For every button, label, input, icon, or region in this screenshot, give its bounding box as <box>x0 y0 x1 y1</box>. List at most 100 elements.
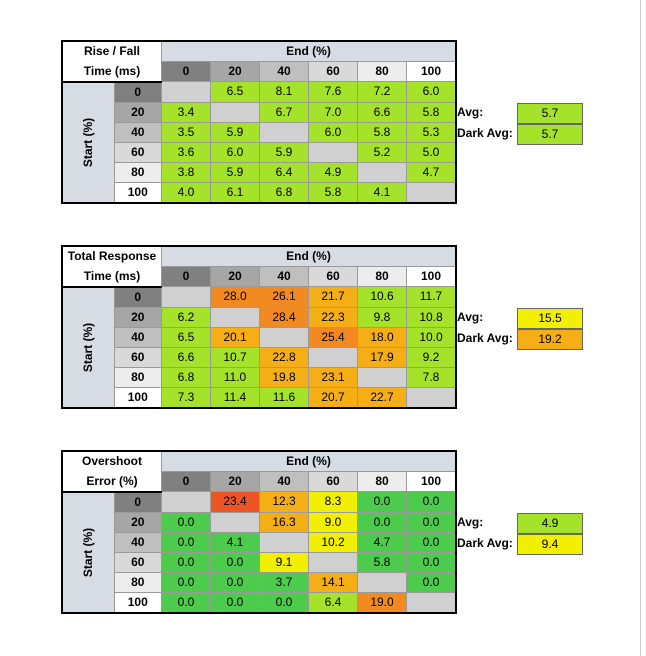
heatmap-cell: 19.0 <box>357 591 407 614</box>
row-header-start-60: 60 <box>113 141 163 163</box>
heatmap-cell: 0.0 <box>406 551 457 573</box>
heatmap-cell: 0.0 <box>210 551 260 573</box>
row-header-start-20: 20 <box>113 101 163 123</box>
chart-title-line2: Error (%) <box>61 471 162 493</box>
heatmap-cell: 6.4 <box>308 591 358 614</box>
column-header-end-100: 100 <box>406 471 457 492</box>
column-header-end-20: 20 <box>210 266 260 287</box>
column-header-end-0: 0 <box>161 61 211 82</box>
heatmap-cell: 0.0 <box>357 511 407 533</box>
end-axis-label: End (%) <box>161 450 457 472</box>
chart-title-line2: Time (ms) <box>61 266 162 288</box>
end-axis-label: End (%) <box>161 245 457 267</box>
heatmap-cell: 5.8 <box>308 181 358 204</box>
heatmap-cell: 23.4 <box>210 491 260 513</box>
heatmap-cell: 6.0 <box>406 81 457 103</box>
heatmap-cell: 26.1 <box>259 286 309 308</box>
heatmap-cell: 5.2 <box>357 141 407 163</box>
dark-avg-value: 9.4 <box>517 534 583 555</box>
row-header-start-40: 40 <box>113 121 163 143</box>
column-header-end-40: 40 <box>259 266 309 287</box>
row-header-start-40: 40 <box>113 531 163 553</box>
heatmap-cell: 5.8 <box>406 101 457 123</box>
heatmap-cell: 8.3 <box>308 491 358 513</box>
heatmap-cell <box>406 591 457 614</box>
heatmap-cell: 22.3 <box>308 306 358 328</box>
heatmap-cell: 0.0 <box>259 591 309 614</box>
heatmap-cell: 10.7 <box>210 346 260 368</box>
heatmap-cell: 0.0 <box>161 591 211 614</box>
column-header-end-0: 0 <box>161 471 211 492</box>
dark-avg-label: Dark Avg: <box>457 126 513 140</box>
heatmap-cell: 0.0 <box>406 491 457 513</box>
row-header-start-60: 60 <box>113 551 163 573</box>
heatmap-cell: 0.0 <box>161 531 211 553</box>
heatmap-cell: 22.7 <box>357 386 407 409</box>
heatmap-cell: 5.9 <box>210 161 260 183</box>
heatmap-cell: 28.4 <box>259 306 309 328</box>
heatmap-cell: 23.1 <box>308 366 358 388</box>
column-header-end-80: 80 <box>357 266 407 287</box>
heatmap-cell: 0.0 <box>161 511 211 533</box>
heatmap-cell <box>210 511 260 533</box>
heatmap-cell: 5.9 <box>259 141 309 163</box>
heatmap-cell: 0.0 <box>210 571 260 593</box>
column-header-end-80: 80 <box>357 61 407 82</box>
column-header-end-20: 20 <box>210 471 260 492</box>
heatmap-cell: 6.1 <box>210 181 260 204</box>
heatmap-cell <box>259 121 309 143</box>
avg-value: 4.9 <box>517 513 583 534</box>
heatmap-cell: 10.0 <box>406 326 457 348</box>
row-header-start-40: 40 <box>113 326 163 348</box>
heatmap-cell: 3.8 <box>161 161 211 183</box>
heatmap-cell: 0.0 <box>357 491 407 513</box>
overshoot-error-table: Overshoot End (%) Error (%) 0 20 40 60 80 100 Sta… <box>60 450 457 614</box>
start-axis-label: Start (%) <box>80 117 95 167</box>
heatmap-cell: 4.7 <box>357 531 407 553</box>
column-header-end-20: 20 <box>210 61 260 82</box>
start-axis-label: Start (%) <box>80 322 95 372</box>
heatmap-cell <box>308 346 358 368</box>
heatmap-cell <box>308 141 358 163</box>
heatmap-cell: 6.4 <box>259 161 309 183</box>
heatmap-cell: 6.0 <box>210 141 260 163</box>
heatmap-cell: 3.7 <box>259 571 309 593</box>
rise-fall-time-table: Rise / Fall End (%) Time (ms) 0 20 40 60 80 100 S… <box>60 40 457 204</box>
page-right-border <box>640 0 641 656</box>
heatmap-cell: 6.6 <box>161 346 211 368</box>
heatmap-cell: 9.1 <box>259 551 309 573</box>
column-header-end-40: 40 <box>259 471 309 492</box>
heatmap-cell: 14.1 <box>308 571 358 593</box>
column-header-end-60: 60 <box>308 61 358 82</box>
heatmap-cell <box>161 491 211 513</box>
heatmap-cell: 7.0 <box>308 101 358 123</box>
chart-title-line1: Rise / Fall <box>61 40 162 62</box>
heatmap-cell: 10.8 <box>406 306 457 328</box>
row-header-start-0: 0 <box>113 286 163 308</box>
heatmap-cell <box>161 286 211 308</box>
heatmap-cell: 5.3 <box>406 121 457 143</box>
end-axis-label: End (%) <box>161 40 457 62</box>
heatmap-cell <box>357 161 407 183</box>
total-response-time-chart: Total Response End (%) Time (ms) 0 20 40 60 80 1… <box>60 245 457 409</box>
heatmap-cell: 5.8 <box>357 121 407 143</box>
column-header-end-60: 60 <box>308 266 358 287</box>
row-header-start-80: 80 <box>113 161 163 183</box>
heatmap-cell: 5.8 <box>357 551 407 573</box>
heatmap-cell <box>308 551 358 573</box>
heatmap-cell: 20.1 <box>210 326 260 348</box>
heatmap-cell <box>259 326 309 348</box>
row-header-start-80: 80 <box>113 571 163 593</box>
heatmap-cell: 0.0 <box>406 531 457 553</box>
heatmap-cell: 6.6 <box>357 101 407 123</box>
start-axis-header: Start (%) <box>60 286 115 409</box>
row-header-start-100: 100 <box>113 591 163 614</box>
column-header-end-100: 100 <box>406 61 457 82</box>
heatmap-cell: 6.5 <box>161 326 211 348</box>
heatmap-cell <box>406 181 457 204</box>
heatmap-cell: 11.4 <box>210 386 260 409</box>
heatmap-cell: 7.2 <box>357 81 407 103</box>
avg-label: Avg: <box>457 105 484 119</box>
row-header-start-0: 0 <box>113 491 163 513</box>
heatmap-cell: 20.7 <box>308 386 358 409</box>
